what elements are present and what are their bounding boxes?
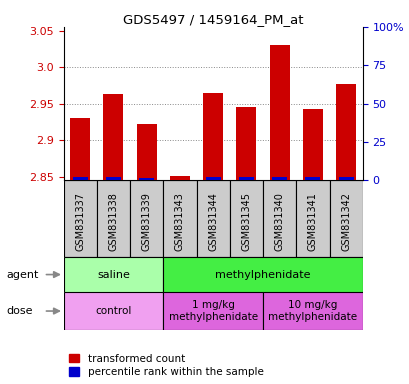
FancyBboxPatch shape [196, 180, 229, 257]
Bar [103, 94, 123, 180]
Bar [106, 177, 121, 180]
Text: GSM831341: GSM831341 [307, 192, 317, 251]
Bar [305, 177, 320, 180]
Bar [203, 93, 222, 180]
Bar [170, 176, 189, 180]
Text: agent: agent [6, 270, 38, 280]
Text: 1 mg/kg
methylphenidate: 1 mg/kg methylphenidate [168, 300, 257, 322]
Text: dose: dose [6, 306, 33, 316]
Bar [338, 177, 353, 180]
Text: GSM831344: GSM831344 [208, 192, 218, 251]
Text: GSM831337: GSM831337 [75, 192, 85, 251]
Text: 10 mg/kg
methylphenidate: 10 mg/kg methylphenidate [268, 300, 357, 322]
Text: GSM831338: GSM831338 [108, 192, 118, 251]
Bar [205, 177, 220, 180]
Bar [63, 257, 163, 292]
Legend: transformed count, percentile rank within the sample: transformed count, percentile rank withi… [69, 354, 263, 377]
FancyBboxPatch shape [229, 180, 263, 257]
Text: GSM831342: GSM831342 [340, 192, 351, 251]
Bar [302, 109, 322, 180]
Text: methylphenidate: methylphenidate [215, 270, 310, 280]
FancyBboxPatch shape [130, 180, 163, 257]
FancyBboxPatch shape [163, 180, 196, 257]
Bar [136, 124, 156, 180]
Text: saline: saline [97, 270, 130, 280]
Bar [335, 84, 355, 180]
Bar [269, 45, 289, 180]
Bar [263, 292, 362, 330]
Bar [238, 177, 253, 180]
FancyBboxPatch shape [97, 180, 130, 257]
Bar [236, 108, 256, 180]
Bar [163, 257, 362, 292]
FancyBboxPatch shape [263, 180, 296, 257]
Text: GSM831345: GSM831345 [241, 192, 251, 251]
Bar [272, 177, 286, 180]
FancyBboxPatch shape [329, 180, 362, 257]
Bar [70, 118, 90, 180]
FancyBboxPatch shape [63, 180, 97, 257]
Text: GSM831343: GSM831343 [175, 192, 184, 251]
FancyBboxPatch shape [296, 180, 329, 257]
Bar [72, 177, 88, 180]
Text: GSM831340: GSM831340 [274, 192, 284, 251]
Title: GDS5497 / 1459164_PM_at: GDS5497 / 1459164_PM_at [123, 13, 303, 26]
Bar [63, 292, 163, 330]
Text: GSM831339: GSM831339 [142, 192, 151, 251]
Text: control: control [95, 306, 131, 316]
Bar [163, 292, 263, 330]
Bar [139, 178, 154, 180]
